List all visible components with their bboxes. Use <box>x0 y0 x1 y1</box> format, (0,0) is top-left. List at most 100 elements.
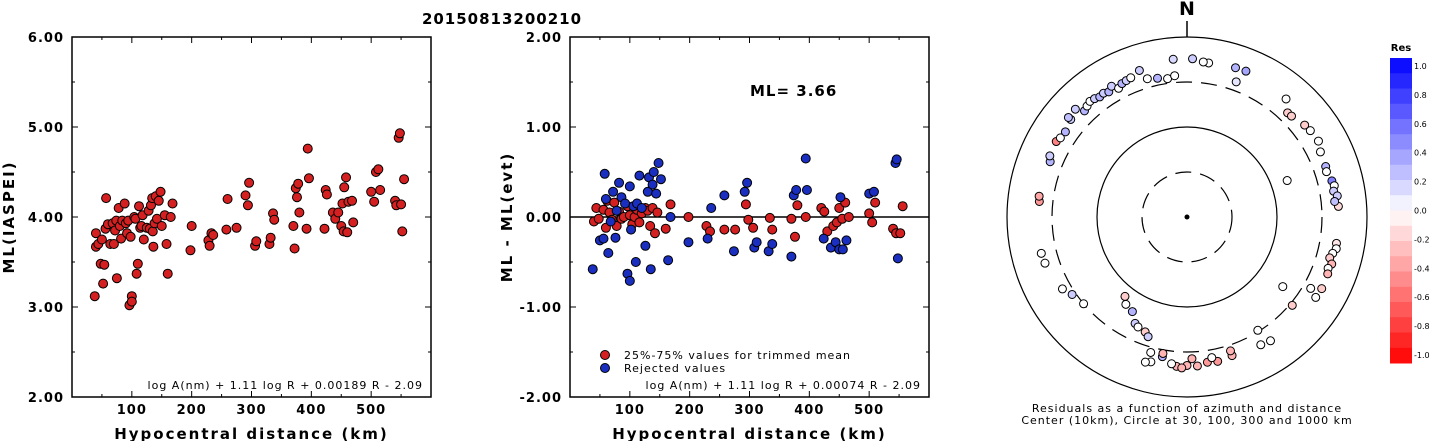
colorbar-cell <box>1390 149 1412 166</box>
ml-iaspei-point <box>119 198 130 209</box>
accepted-residual-point <box>683 212 694 222</box>
colorbar-tick-label: 0.2 <box>1414 178 1427 187</box>
accepted-residual-point <box>743 214 754 225</box>
ml-iaspei-point <box>155 186 166 197</box>
x-tick-label: 400 <box>794 403 824 418</box>
ml-residual-x-ticks: 100 200 300 400 500 <box>599 37 900 418</box>
ml-iaspei-panel: 100 200 300 400 500 2.00 3.00 4.00 5.00 6.00 log… <box>0 31 432 441</box>
station-residual-point <box>1188 54 1198 64</box>
colorbar-tick-label: -0.2 <box>1414 235 1430 244</box>
station-residual-point <box>1305 126 1315 136</box>
colorbar-cell <box>1390 302 1412 318</box>
rejected-residual-point <box>841 235 852 246</box>
rejected-residual-point <box>603 248 614 258</box>
colorbar-tick-label: -0.4 <box>1414 264 1430 273</box>
ml-iaspei-point <box>131 268 142 279</box>
accepted-residual-point <box>843 212 854 222</box>
rejected-residual-point <box>663 255 674 266</box>
ml-iaspei-point <box>347 195 358 206</box>
residual-colorbar: Res 1.0 0.8 0.6 0.4 0.2 0.0 -0.2 -0.4 -0.6 -0.8 -1… <box>1390 43 1430 364</box>
ml-iaspei-point <box>99 259 110 270</box>
station-residual-point <box>1120 291 1130 301</box>
accepted-residual-point <box>819 206 830 217</box>
ml-iaspei-point <box>231 222 242 233</box>
y-tick-label: 6.00 <box>28 31 64 46</box>
rejected-residual-point <box>634 170 645 181</box>
polar-caption-line-1: Residuals as a function of azimuth and d… <box>1032 402 1342 415</box>
ml-iaspei-point <box>265 232 276 243</box>
rejected-residual-point <box>624 181 635 192</box>
rejected-residual-point <box>706 203 717 213</box>
polar-caption-line-2: Center (10km), Circle at 30, 100, 300 an… <box>1021 414 1352 427</box>
accepted-residual-point <box>652 207 663 218</box>
station-residual-point <box>1256 340 1266 350</box>
y-tick-label: 3.00 <box>28 301 64 316</box>
rejected-residual-point <box>767 239 778 249</box>
rejected-residual-point <box>728 246 739 257</box>
accepted-residual-point <box>786 213 797 224</box>
station-residual-point <box>1140 357 1150 367</box>
rejected-residual-point <box>653 158 664 168</box>
accepted-residual-point <box>634 217 645 228</box>
x-tick-label: 500 <box>356 403 386 418</box>
station-residual-point <box>1231 77 1241 87</box>
ml-iaspei-point <box>162 268 173 279</box>
colorbar-cells <box>1390 58 1412 364</box>
station-residual-point <box>1278 282 1288 292</box>
station-residual-point <box>1034 191 1044 201</box>
ml-iaspei-point <box>251 236 262 247</box>
station-residual-point <box>1170 71 1180 81</box>
accepted-residual-point <box>764 212 775 223</box>
rejected-residual-point <box>665 212 676 222</box>
station-residual-point <box>1167 359 1177 369</box>
ml-iaspei-point <box>333 207 344 218</box>
ml-iaspei-point <box>244 177 255 188</box>
accepted-residual-point <box>730 224 741 235</box>
station-residual-point <box>1063 112 1073 122</box>
x-tick-label: 200 <box>675 403 705 418</box>
x-tick-label: 400 <box>296 403 326 418</box>
ml-iaspei-point <box>394 128 405 139</box>
rejected-residual-point <box>801 185 812 195</box>
station-residual-point <box>1313 136 1323 146</box>
ml-iaspei-point <box>208 230 219 240</box>
x-tick-label: 300 <box>236 403 266 418</box>
colorbar-tick-label: -1.0 <box>1414 351 1430 360</box>
ml-iaspei-point <box>96 234 107 245</box>
ml-iaspei-point <box>90 228 101 239</box>
ml-iaspei-point <box>348 217 359 228</box>
station-residual-point <box>1311 292 1321 302</box>
station-residual-point <box>1323 269 1333 279</box>
x-tick-label: 500 <box>854 403 884 418</box>
station-residual-point <box>1287 300 1297 310</box>
rejected-residual-point <box>837 244 848 255</box>
station-residual-point <box>1282 176 1292 186</box>
x-tick-label: 300 <box>734 403 764 418</box>
colorbar-tick-label: 0.8 <box>1414 91 1427 100</box>
rejected-residual-point <box>611 205 622 216</box>
station-residual-point <box>1287 111 1297 121</box>
x-tick-label: 100 <box>615 403 645 418</box>
rejected-residual-point <box>608 186 619 197</box>
station-residual-point <box>1241 66 1251 76</box>
rejected-residual-point <box>610 232 621 243</box>
x-tick-label: 200 <box>177 403 207 418</box>
ml-iaspei-point <box>321 189 332 200</box>
rejected-residual-point <box>818 233 829 244</box>
ml-iaspei-point <box>126 296 137 307</box>
ml-iaspei-point <box>339 182 350 193</box>
ml-value-annotation: ML= 3.66 <box>750 82 837 100</box>
x-tick-label: 100 <box>117 403 147 418</box>
ml-residual-y-ticks: -2.00 -1.00 0.00 1.00 2.00 <box>520 31 929 406</box>
station-residual-point <box>1315 147 1325 157</box>
ml-iaspei-point <box>185 245 196 256</box>
ring-300km <box>1051 81 1323 353</box>
colorbar-cell <box>1390 180 1412 196</box>
ring-30km <box>1141 171 1233 263</box>
epicenter-marker <box>1184 214 1190 220</box>
ml-iaspei-point <box>186 221 197 231</box>
rejected-residual-point <box>645 264 656 275</box>
ml-iaspei-point <box>148 241 159 252</box>
rejected-residual-point <box>598 233 609 244</box>
accepted-residual-point <box>649 228 660 239</box>
